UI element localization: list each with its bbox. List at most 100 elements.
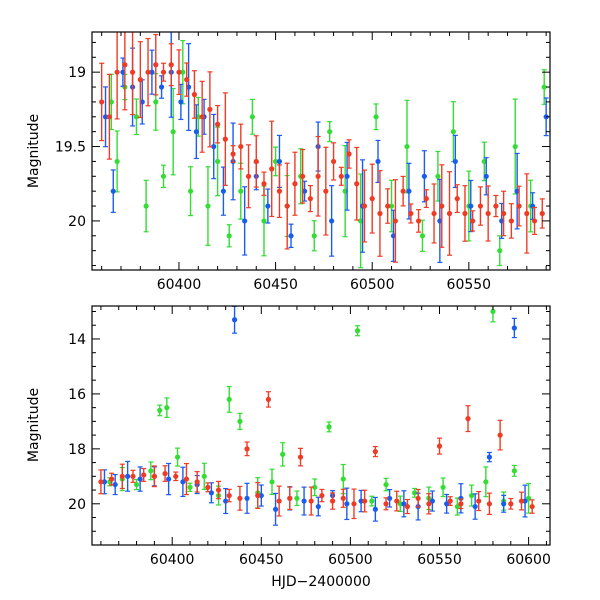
top-series-2-point [160, 62, 167, 82]
top-series-2-point [385, 188, 391, 224]
top-series-2-point [485, 185, 491, 242]
top-series-2-point [176, 49, 182, 96]
top-series-1-point [211, 113, 217, 180]
bottom-series-2-point [458, 498, 464, 510]
bottom-series-2-point [340, 488, 346, 508]
x-tick-label: 60500 [350, 277, 395, 293]
bottom-series-0-point [369, 495, 375, 507]
top-series-0-point [419, 219, 426, 252]
bottom-series-0-point [312, 478, 318, 497]
top-series-0-point [114, 130, 120, 193]
bottom-series-0-point [157, 404, 163, 417]
bottom-series-0-point [411, 487, 418, 498]
y-tick-label: 20 [68, 497, 86, 513]
top-series-0-point [311, 220, 317, 252]
bottom-series-1-point [301, 486, 307, 516]
top-series-2-point [423, 189, 429, 209]
bottom-series-1-point [258, 484, 264, 507]
bottom-series-1-point [231, 306, 238, 334]
bottom-series-0-point [526, 482, 532, 514]
top-series-1-point [149, 49, 155, 95]
top-series-2-point [477, 186, 484, 226]
bottom-series-0-point [454, 497, 460, 516]
bottom-series-2-point [194, 471, 200, 493]
top-series-2-point [207, 71, 213, 148]
top-series-2-point [238, 123, 244, 170]
y-tick-label: 19.5 [55, 140, 86, 156]
bottom-series-2-point [119, 463, 125, 490]
bottom-series-2-point [265, 391, 272, 408]
bottom-series-1-point [429, 490, 435, 512]
bottom-series-2-point [404, 498, 411, 515]
top-series-2-point [330, 142, 337, 181]
top-series-2-point [539, 198, 545, 229]
y-tick-label: 20 [68, 214, 86, 230]
top-series-0-point [226, 224, 232, 248]
bottom-series-2-point [151, 465, 157, 488]
bottom-series-2-point [436, 437, 443, 455]
top-series-2-point [323, 146, 329, 236]
bottom-series-0-point [187, 482, 193, 493]
top-series-2-point [168, 43, 174, 87]
bottom-series-1-point [522, 484, 528, 518]
top-series-0-point [249, 98, 255, 135]
top-series-1-point [421, 150, 427, 203]
bottom-series-1-point [244, 482, 250, 514]
top-series-2-point [300, 148, 306, 204]
top-series-0-point [143, 179, 149, 233]
top-series-0-point [160, 164, 167, 189]
bottom-series-2-point [308, 486, 314, 516]
bottom-series-0-point [201, 462, 207, 490]
top-series-2-point [106, 73, 112, 160]
top-series-2-point [431, 183, 437, 244]
bottom-series-1-point [112, 473, 118, 496]
top-series-2-point [493, 194, 499, 218]
top-series-1-point [468, 179, 474, 233]
top-series-2-point [446, 171, 453, 256]
top-series-2-point [276, 164, 283, 219]
top-series-2-point [284, 162, 290, 250]
top-series-2-point [508, 203, 514, 239]
top-series-2-point [354, 146, 360, 221]
top-y-axis-title: Magnitude [26, 114, 42, 188]
top-series-2-point [137, 41, 143, 119]
top-series-1-point [265, 188, 271, 224]
bottom-series-2-point [329, 492, 336, 510]
top-series-2-point [400, 175, 406, 207]
bottom-series-0-point [490, 306, 496, 323]
bottom-series-1-point [344, 487, 350, 521]
top-series-0-point [272, 146, 279, 177]
top-series-1-point [242, 186, 248, 256]
top-series-2-point [338, 166, 344, 186]
bottom-series-0-point [226, 385, 232, 413]
bottom-series-2-point [319, 488, 325, 503]
top-series-2-point [307, 184, 313, 213]
top-series-0-point [497, 235, 503, 267]
x-tick-label: 60450 [253, 277, 298, 293]
top-series-0-point [133, 98, 140, 136]
bottom-series-2-point [205, 482, 211, 493]
top-series-2-point [501, 190, 507, 237]
bottom-series-2-point [244, 441, 250, 457]
bottom-series-2-point [98, 469, 104, 495]
top-series-2-point [524, 173, 530, 254]
bottom-series-2-point [518, 491, 525, 511]
top-plot-frame [91, 31, 551, 271]
bottom-panel: 60400 60450 60500 60550 60600 14 16 18 20 Magnit… [26, 305, 551, 590]
bottom-series-1-point [272, 492, 279, 526]
top-series-2-point [122, 32, 128, 111]
top-series-2-point [114, 32, 120, 120]
bottom-series-2-point [237, 485, 243, 511]
top-series-2-point [454, 184, 460, 214]
bottom-series-1-point [137, 466, 143, 492]
top-series-2-point [215, 104, 221, 144]
bottom-series-2-point [447, 496, 453, 506]
bottom-series-2-point [276, 485, 282, 517]
top-series-2-point [99, 62, 105, 142]
top-series-0-point [512, 98, 518, 195]
bottom-series-2-point [130, 469, 136, 483]
top-series-0-point [180, 39, 186, 105]
bottom-series-2-point [226, 488, 232, 503]
top-series-2-point [415, 209, 422, 233]
